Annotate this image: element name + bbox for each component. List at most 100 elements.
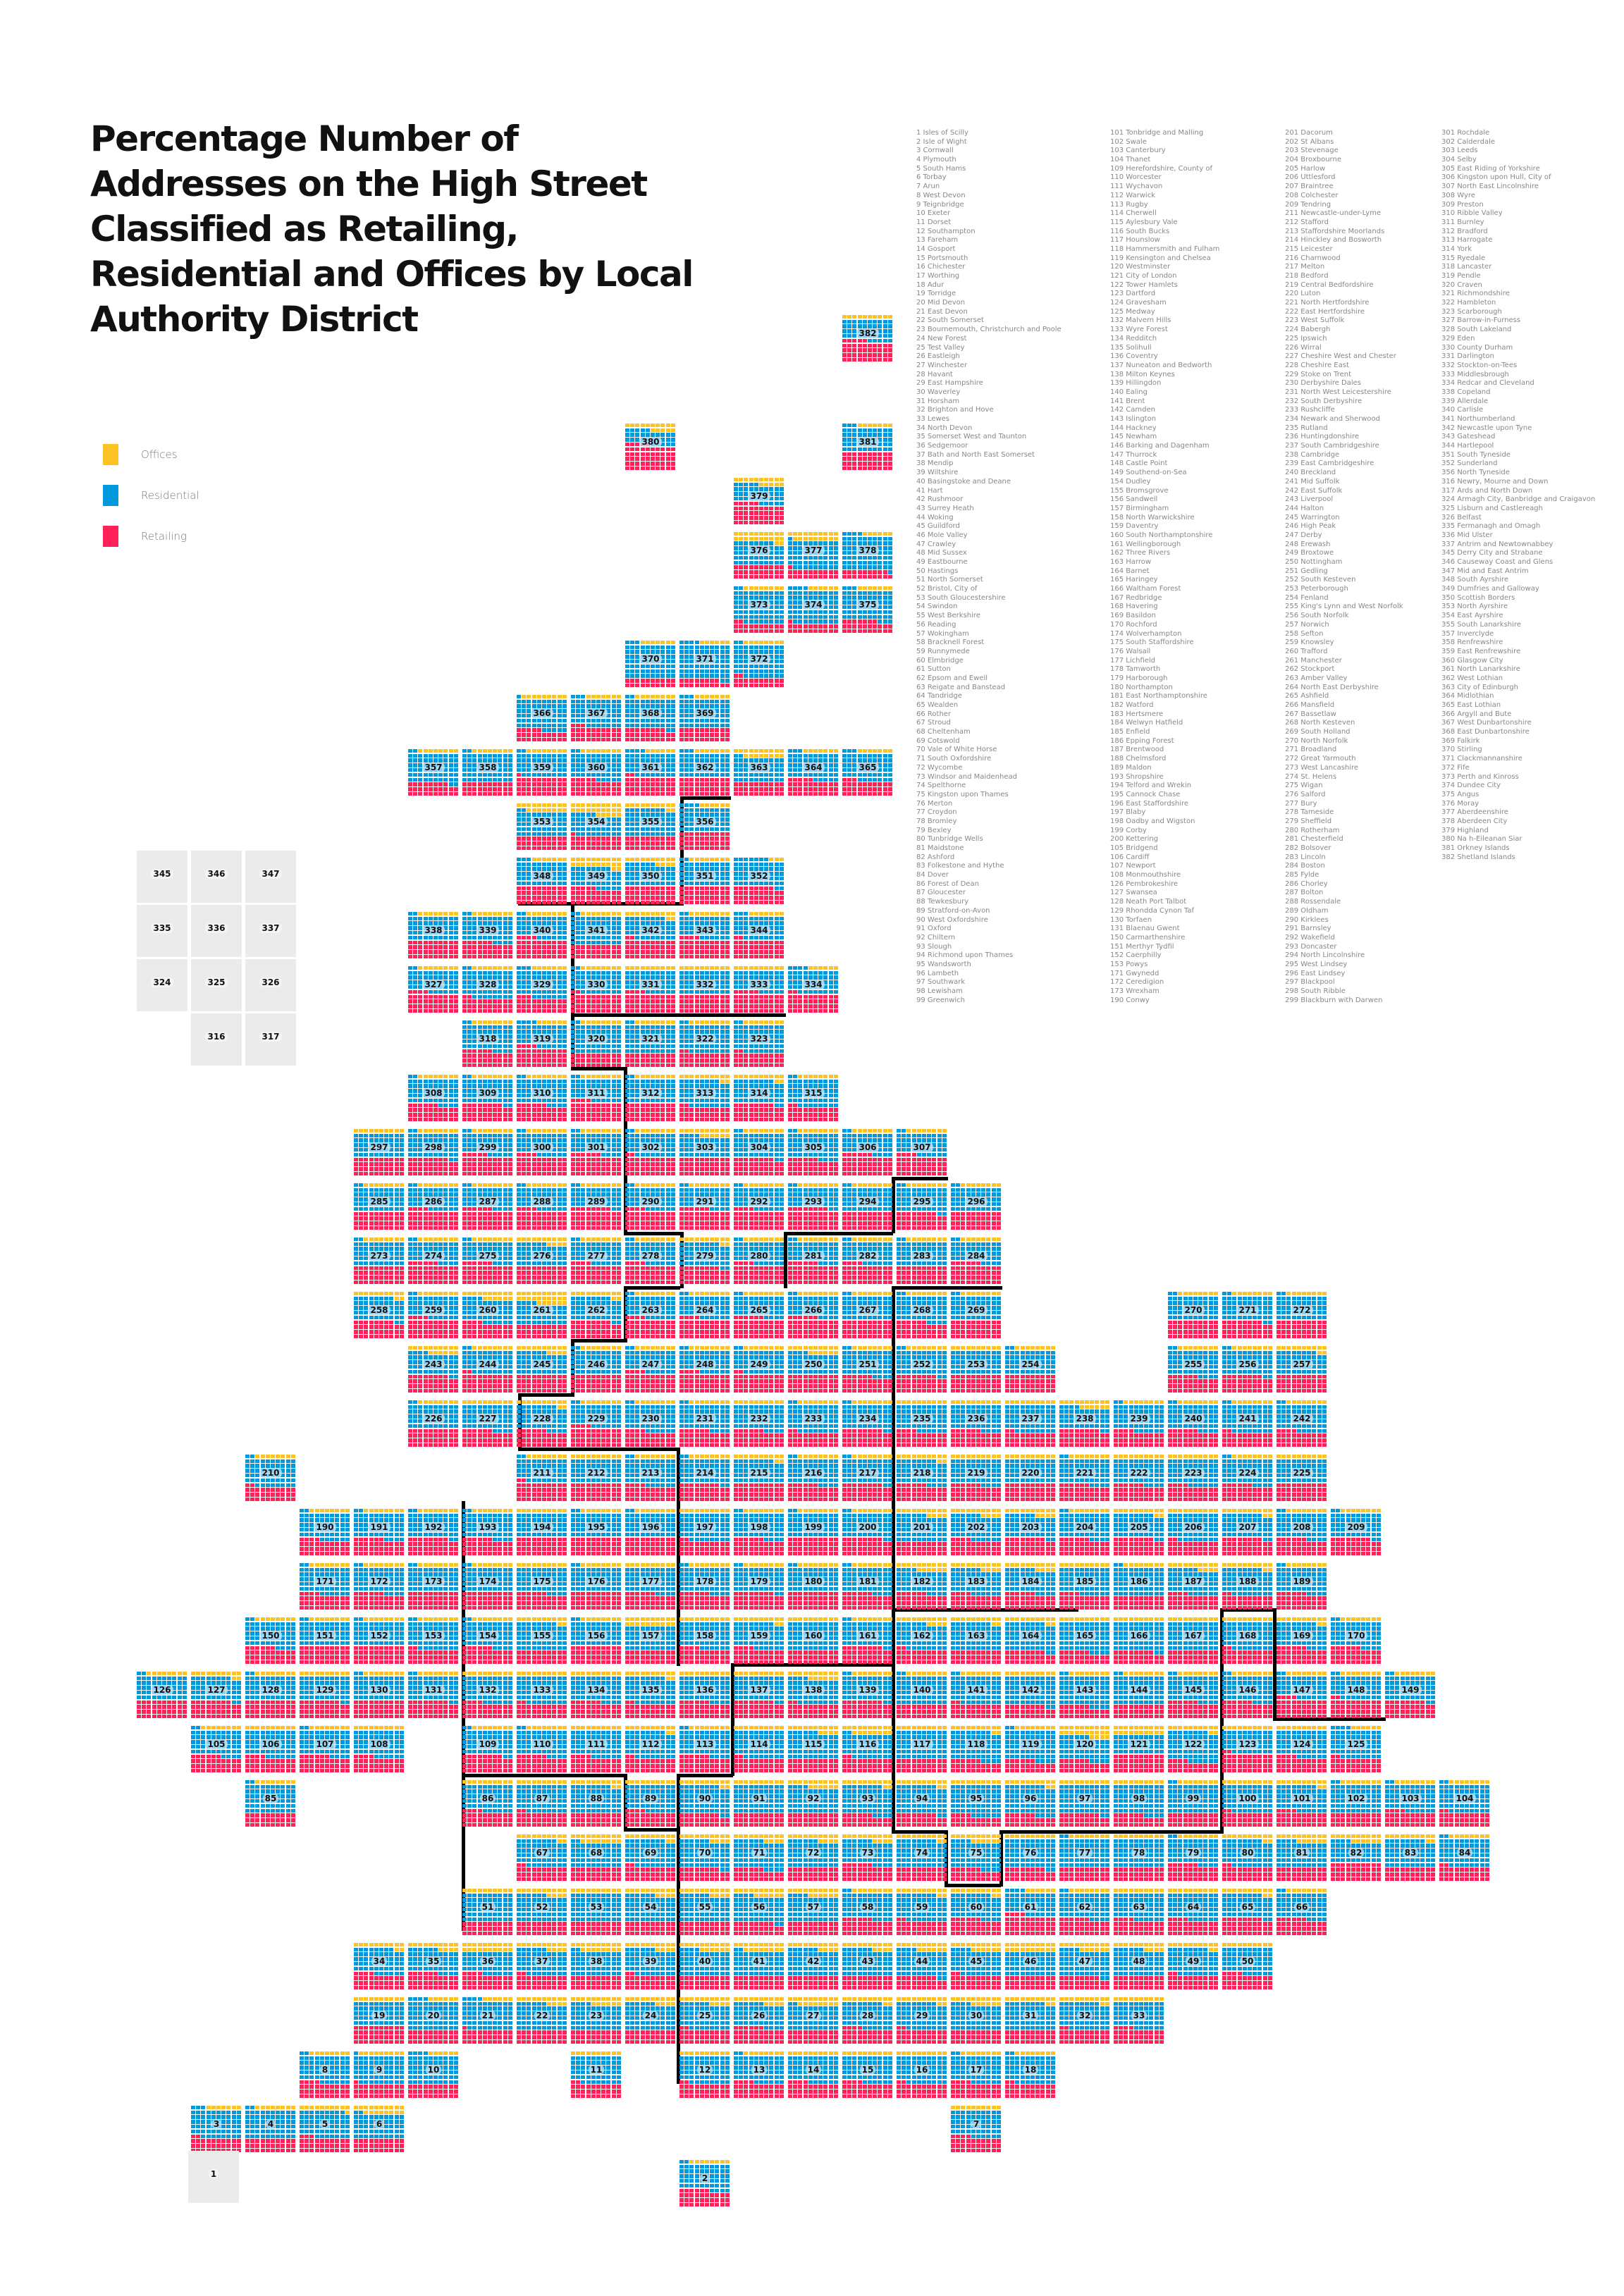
tile-label: 202: [951, 1522, 1002, 1532]
district-list-item: 67 Stroud: [916, 719, 1062, 728]
district-list-item: 164 Barnet: [1110, 567, 1219, 576]
district-list-item: 29 East Hampshire: [916, 379, 1062, 388]
district-tile-376: 376: [734, 527, 785, 579]
district-tile-357: 357: [408, 744, 459, 796]
district-tile-58: 58: [842, 1884, 893, 1936]
tile-label: 207: [1222, 1522, 1273, 1532]
district-list-item: 354 East Ayrshire: [1441, 612, 1595, 621]
waffle-grid: [462, 1721, 513, 1773]
tile-label: 318: [462, 1034, 513, 1044]
tile-label: 299: [462, 1142, 513, 1152]
district-tile-332: 332: [679, 961, 730, 1013]
tile-label: 96: [1005, 1794, 1056, 1803]
tile-label: 50: [1222, 1956, 1273, 1966]
tile-label: 359: [517, 763, 567, 772]
tile-label: 314: [734, 1088, 785, 1098]
district-tile-92: 92: [788, 1775, 839, 1827]
district-list-item: 59 Runnymede: [916, 648, 1062, 657]
district-tile-24: 24: [625, 1992, 676, 2044]
district-tile-65: 65: [1222, 1884, 1273, 1936]
tile-label: 98: [1114, 1794, 1164, 1803]
district-list-item: 66 Rother: [916, 710, 1062, 720]
district-tile-110: 110: [517, 1721, 567, 1773]
waffle-grid: [1059, 1667, 1110, 1719]
waffle-grid: [897, 1612, 947, 1665]
district-tile-251: 251: [842, 1341, 893, 1393]
tile-label: 239: [1114, 1414, 1164, 1424]
district-tile-296: 296: [951, 1178, 1002, 1230]
district-tile-146: 146: [1222, 1667, 1273, 1719]
tile-label: 221: [1059, 1468, 1110, 1478]
district-tile-323: 323: [734, 1016, 785, 1068]
tile-label: 87: [517, 1794, 567, 1803]
district-tile-147: 147: [1277, 1667, 1327, 1719]
district-list-item: 47 Crawley: [916, 541, 1062, 550]
district-tile-225: 225: [1277, 1450, 1327, 1502]
district-tile-235: 235: [897, 1395, 947, 1448]
tile-label: 181: [842, 1576, 893, 1586]
district-list-item: 236 Huntingdonshire: [1285, 433, 1403, 442]
district-list-item: 154 Dudley: [1110, 478, 1219, 487]
tile-label: 132: [462, 1685, 513, 1695]
tile-label: 291: [679, 1197, 730, 1206]
tile-label: 382: [842, 328, 893, 338]
district-tile-55: 55: [679, 1884, 730, 1936]
tile-label: 74: [897, 1848, 947, 1858]
tile-label: 267: [842, 1305, 893, 1315]
district-tile-229: 229: [571, 1395, 622, 1448]
district-list-item: 91 Oxford: [916, 925, 1062, 934]
tile-label: 258: [354, 1305, 405, 1315]
district-list-item: 322 Hambleton: [1441, 299, 1595, 308]
tile-label: 75: [951, 1848, 1002, 1858]
district-list-item: 111 Wychavon: [1110, 183, 1219, 192]
district-tile-266: 266: [788, 1287, 839, 1339]
tile-label: 290: [625, 1197, 676, 1206]
no-data-tile-335: 335: [137, 905, 187, 957]
district-list-item: 40 Basingstoke and Deane: [916, 478, 1062, 487]
district-tile-292: 292: [734, 1178, 785, 1230]
district-list-item: 147 Thurrock: [1110, 451, 1219, 460]
waffle-grid: [788, 1504, 839, 1556]
district-tile-312: 312: [625, 1070, 676, 1122]
district-tile-81: 81: [1277, 1829, 1327, 1882]
district-tile-268: 268: [897, 1287, 947, 1339]
district-list-item: 243 Liverpool: [1285, 495, 1403, 505]
district-tile-138: 138: [788, 1667, 839, 1719]
tile-label: 156: [571, 1631, 622, 1641]
no-data-tile-336: 336: [191, 905, 242, 957]
district-list-item: 122 Tower Hamlets: [1110, 281, 1219, 290]
district-tile-39: 39: [625, 1938, 676, 1990]
district-list-item: 328 South Lakeland: [1441, 326, 1595, 335]
district-tile-228: 228: [517, 1395, 567, 1448]
district-tile-62: 62: [1059, 1884, 1110, 1936]
waffle-grid: [1222, 1721, 1273, 1773]
district-list-item: 15 Portsmouth: [916, 254, 1062, 264]
tile-label: 286: [408, 1197, 459, 1206]
tile-label: 230: [625, 1414, 676, 1424]
district-tile-237: 237: [1005, 1395, 1056, 1448]
tile-label: 319: [517, 1034, 567, 1044]
tile-label: 277: [571, 1251, 622, 1261]
offices-swatch-icon: [103, 444, 118, 465]
district-tile-264: 264: [679, 1287, 730, 1339]
tile-label: 234: [842, 1414, 893, 1424]
tile-label: 15: [842, 2065, 893, 2075]
district-tile-120: 120: [1059, 1721, 1110, 1773]
tile-label: 270: [1168, 1305, 1219, 1315]
district-list-item: 131 Blaenau Gwent: [1110, 925, 1219, 934]
district-tile-179: 179: [734, 1558, 785, 1610]
tile-label: 1: [188, 2169, 239, 2179]
tile-label: 376: [734, 545, 785, 555]
district-tile-151: 151: [300, 1612, 350, 1665]
district-tile-310: 310: [517, 1070, 567, 1122]
district-tile-314: 314: [734, 1070, 785, 1122]
district-tile-178: 178: [679, 1558, 730, 1610]
district-tile-340: 340: [517, 907, 567, 959]
district-list-item: 258 Sefton: [1285, 630, 1403, 639]
waffle-grid: [517, 744, 567, 796]
district-list-item: 6 Torbay: [916, 173, 1062, 183]
district-list-item: 155 Bromsgrove: [1110, 487, 1219, 496]
tile-label: 208: [1277, 1522, 1327, 1532]
district-tile-372: 372: [734, 636, 785, 688]
waffle-grid: [1385, 1775, 1436, 1827]
